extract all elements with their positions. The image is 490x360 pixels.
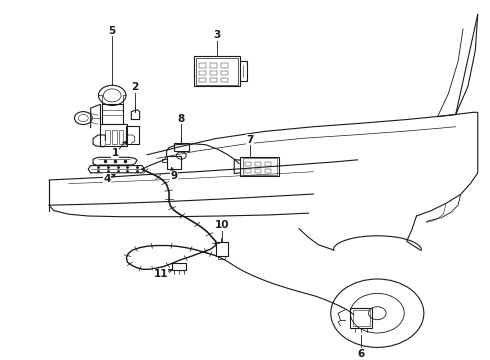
Text: 4: 4 <box>103 174 111 184</box>
Text: 2: 2 <box>132 82 139 93</box>
Bar <box>102 104 122 124</box>
Bar <box>174 143 189 151</box>
Bar <box>112 130 117 144</box>
Text: 10: 10 <box>215 220 229 230</box>
Text: 9: 9 <box>171 171 177 181</box>
Bar <box>194 56 240 86</box>
Bar <box>265 169 271 173</box>
Bar <box>216 242 228 256</box>
Bar <box>245 162 251 166</box>
Text: 7: 7 <box>246 135 254 145</box>
Bar <box>119 130 123 144</box>
Bar <box>353 310 370 326</box>
Text: 6: 6 <box>358 348 365 359</box>
Text: 11: 11 <box>153 269 168 279</box>
Bar <box>245 169 251 173</box>
Bar <box>221 63 228 68</box>
Bar <box>221 71 228 75</box>
Text: 1: 1 <box>112 148 119 158</box>
Bar <box>265 162 271 166</box>
Bar <box>210 63 217 68</box>
Bar <box>100 124 127 146</box>
Bar <box>210 78 217 82</box>
Bar <box>243 158 277 175</box>
Bar <box>126 126 139 144</box>
Bar <box>210 71 217 75</box>
Bar <box>221 78 228 82</box>
Bar <box>199 63 206 68</box>
Text: 8: 8 <box>178 114 185 124</box>
Bar <box>167 156 181 169</box>
Bar <box>240 157 279 176</box>
Bar <box>350 308 372 328</box>
Bar <box>196 58 238 85</box>
Bar <box>255 169 261 173</box>
Bar <box>199 78 206 82</box>
Text: 5: 5 <box>109 26 116 36</box>
Text: 3: 3 <box>214 30 220 40</box>
Bar <box>199 71 206 75</box>
Bar <box>255 162 261 166</box>
Bar <box>105 130 110 144</box>
